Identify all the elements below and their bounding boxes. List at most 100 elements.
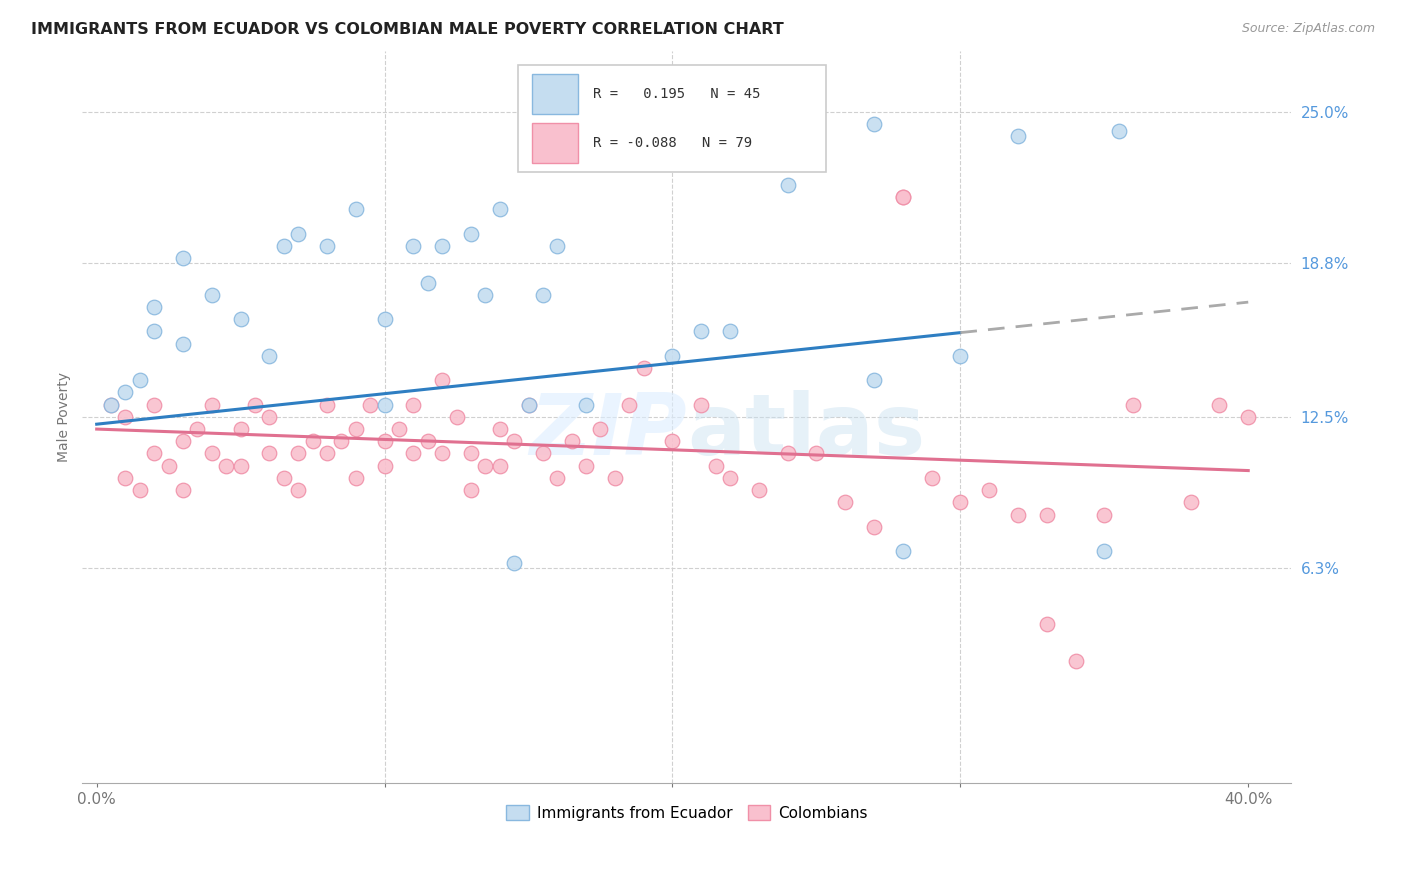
Point	[1007, 129, 1029, 144]
Point	[157, 458, 180, 473]
Point	[143, 325, 166, 339]
Point	[316, 239, 339, 253]
Point	[374, 312, 396, 326]
Point	[1007, 508, 1029, 522]
Point	[215, 458, 238, 473]
Point	[344, 422, 367, 436]
Point	[834, 495, 856, 509]
Point	[344, 471, 367, 485]
Point	[416, 434, 439, 449]
Point	[1295, 409, 1317, 424]
Point	[921, 471, 943, 485]
Point	[143, 398, 166, 412]
Point	[619, 398, 641, 412]
Point	[1092, 544, 1115, 558]
Point	[402, 239, 425, 253]
Point	[259, 446, 281, 460]
Point	[460, 483, 482, 497]
FancyBboxPatch shape	[531, 74, 578, 114]
Text: R = -0.088   N = 79: R = -0.088 N = 79	[592, 136, 752, 150]
Point	[474, 458, 496, 473]
Point	[430, 373, 453, 387]
Point	[114, 471, 136, 485]
FancyBboxPatch shape	[517, 65, 825, 171]
Point	[201, 398, 224, 412]
Text: ZIP: ZIP	[529, 390, 688, 473]
Point	[1237, 409, 1260, 424]
Point	[546, 239, 568, 253]
Point	[517, 398, 540, 412]
Point	[776, 446, 799, 460]
Point	[259, 409, 281, 424]
Point	[531, 287, 554, 301]
Point	[517, 398, 540, 412]
Point	[359, 398, 381, 412]
Point	[128, 373, 150, 387]
Point	[690, 325, 713, 339]
Point	[172, 251, 194, 265]
Text: IMMIGRANTS FROM ECUADOR VS COLOMBIAN MALE POVERTY CORRELATION CHART: IMMIGRANTS FROM ECUADOR VS COLOMBIAN MAL…	[31, 22, 783, 37]
Point	[128, 483, 150, 497]
Point	[287, 483, 309, 497]
Point	[172, 336, 194, 351]
Point	[546, 471, 568, 485]
Point	[143, 300, 166, 314]
Legend: Immigrants from Ecuador, Colombians: Immigrants from Ecuador, Colombians	[501, 798, 873, 827]
Point	[1208, 398, 1230, 412]
Point	[488, 422, 510, 436]
Point	[460, 446, 482, 460]
Point	[488, 458, 510, 473]
Point	[589, 422, 612, 436]
Point	[806, 153, 828, 168]
Point	[776, 178, 799, 192]
Point	[330, 434, 353, 449]
Point	[388, 422, 411, 436]
Point	[114, 385, 136, 400]
Text: Source: ZipAtlas.com: Source: ZipAtlas.com	[1241, 22, 1375, 36]
Point	[1064, 654, 1087, 668]
Point	[374, 434, 396, 449]
Point	[460, 227, 482, 241]
Point	[1108, 124, 1130, 138]
Text: atlas: atlas	[688, 390, 925, 473]
Point	[661, 434, 683, 449]
Point	[949, 349, 972, 363]
Point	[416, 276, 439, 290]
Point	[172, 434, 194, 449]
Point	[229, 312, 252, 326]
Text: R =   0.195   N = 45: R = 0.195 N = 45	[592, 87, 761, 101]
Point	[287, 227, 309, 241]
Point	[1035, 617, 1057, 632]
Point	[259, 349, 281, 363]
Point	[503, 434, 526, 449]
Point	[531, 446, 554, 460]
Point	[430, 446, 453, 460]
Point	[100, 398, 122, 412]
Point	[474, 287, 496, 301]
Point	[402, 446, 425, 460]
Point	[402, 398, 425, 412]
Point	[561, 434, 583, 449]
Point	[172, 483, 194, 497]
Point	[229, 422, 252, 436]
Point	[143, 446, 166, 460]
Point	[374, 398, 396, 412]
Point	[863, 373, 886, 387]
FancyBboxPatch shape	[531, 123, 578, 163]
Point	[690, 398, 713, 412]
Point	[446, 409, 468, 424]
Point	[718, 471, 741, 485]
Point	[949, 495, 972, 509]
Y-axis label: Male Poverty: Male Poverty	[58, 372, 72, 462]
Point	[316, 446, 339, 460]
Point	[430, 239, 453, 253]
Point	[748, 483, 770, 497]
Point	[273, 239, 295, 253]
Point	[891, 190, 914, 204]
Point	[316, 398, 339, 412]
Point	[1122, 398, 1144, 412]
Point	[243, 398, 266, 412]
Point	[488, 202, 510, 217]
Point	[979, 483, 1001, 497]
Point	[201, 446, 224, 460]
